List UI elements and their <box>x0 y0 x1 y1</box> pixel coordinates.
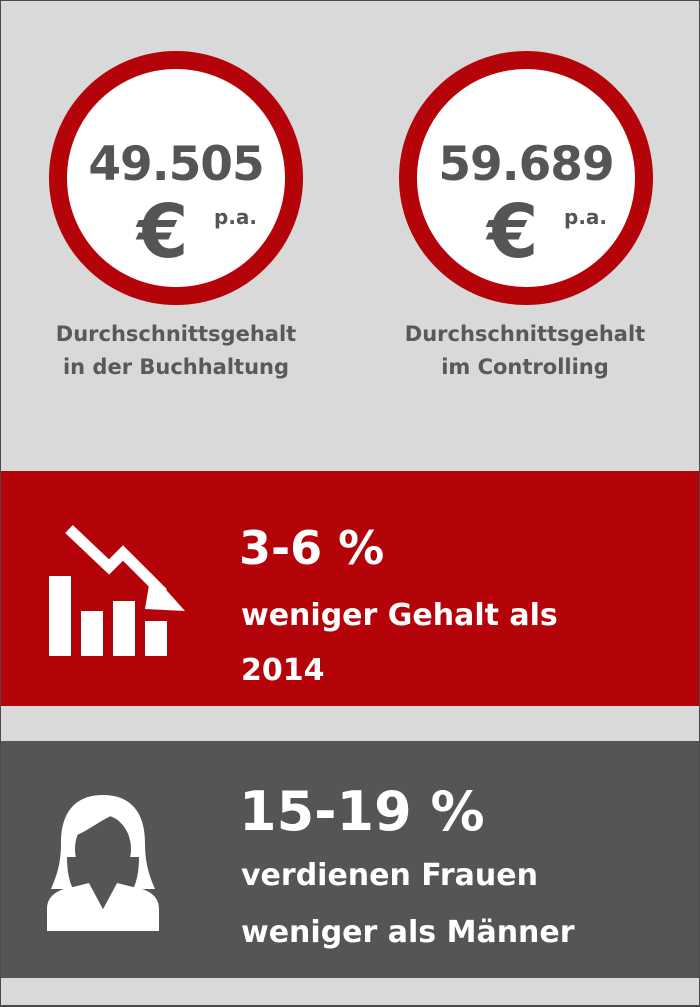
salary-amount: 59.689 <box>438 137 614 192</box>
gender-gap-text-line: verdienen Frauen <box>241 858 538 893</box>
declining-bar-chart-icon <box>49 525 185 656</box>
per-annum-label: p.a. <box>564 205 608 229</box>
decline-text-line: 2014 <box>241 653 325 688</box>
salary-circle-accounting: 49.505 € p.a. <box>49 51 303 305</box>
salary-caption-controlling: Durchschnittsgehalt im Controlling <box>350 318 699 383</box>
per-annum-label: p.a. <box>214 205 258 229</box>
caption-line: Durchschnittsgehalt <box>404 322 646 346</box>
caption-line: Durchschnittsgehalt <box>55 322 297 346</box>
caption-line: in der Buchhaltung <box>62 354 290 379</box>
salary-caption-accounting: Durchschnittsgehalt in der Buchhaltung <box>1 318 351 383</box>
decline-percentage: 3-6 % <box>239 521 385 575</box>
euro-sign: € <box>137 189 189 275</box>
salary-decline-banner: 3-6 % weniger Gehalt als 2014 <box>1 471 699 706</box>
gender-gap-percentage: 15-19 % <box>239 780 485 843</box>
salary-circle-controlling: 59.689 € p.a. <box>399 51 653 305</box>
decline-text-line: weniger Gehalt als <box>241 598 558 633</box>
salary-amount: 49.505 <box>88 137 264 192</box>
gender-gap-banner: 15-19 % verdienen Frauen weniger als Män… <box>1 741 699 978</box>
euro-sign: € <box>487 189 539 275</box>
gender-gap-text-line: weniger als Männer <box>241 915 575 950</box>
woman-icon <box>47 795 159 931</box>
caption-line: im Controlling <box>441 354 609 379</box>
